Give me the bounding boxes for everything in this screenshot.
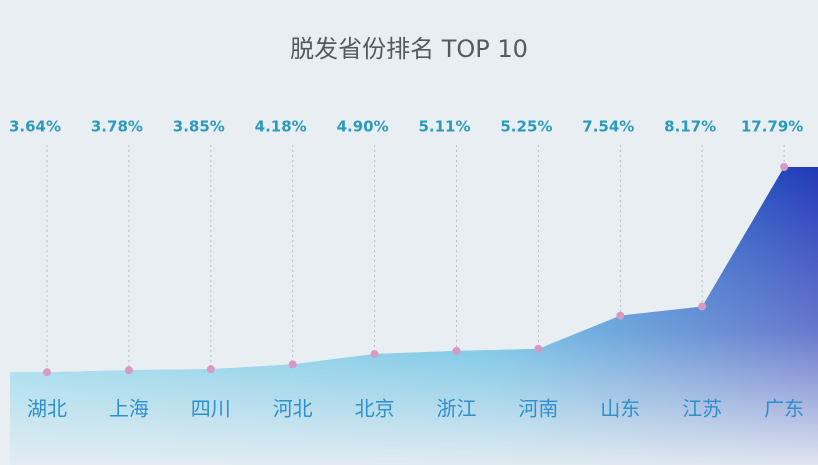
point bbox=[780, 163, 789, 171]
x-tick-label: 浙江 bbox=[437, 397, 477, 421]
point bbox=[370, 349, 379, 358]
value-label: 4.18% bbox=[255, 118, 307, 136]
x-tick-label: 江苏 bbox=[682, 397, 722, 421]
point bbox=[206, 365, 215, 374]
value-label: 17.79% bbox=[741, 118, 803, 136]
area-fade bbox=[10, 167, 818, 465]
point bbox=[534, 344, 543, 353]
value-label: 3.85% bbox=[173, 118, 225, 136]
point bbox=[616, 311, 625, 320]
x-tick-label: 河南 bbox=[518, 397, 558, 421]
point bbox=[124, 366, 133, 375]
chart-title: 脱发省份排名 TOP 10 bbox=[290, 35, 528, 63]
value-label: 7.54% bbox=[582, 118, 634, 136]
value-label: 3.64% bbox=[9, 118, 61, 136]
x-tick-label: 山东 bbox=[600, 397, 640, 421]
x-tick-label: 北京 bbox=[355, 397, 395, 421]
value-label: 8.17% bbox=[664, 118, 716, 136]
x-tick-label: 广东 bbox=[764, 397, 804, 421]
x-tick-label: 上海 bbox=[109, 397, 149, 421]
point bbox=[698, 302, 707, 311]
x-tick-label: 湖北 bbox=[27, 397, 67, 421]
value-label: 5.25% bbox=[500, 118, 552, 136]
value-label: 3.78% bbox=[91, 118, 143, 136]
value-label: 4.90% bbox=[337, 118, 389, 136]
point bbox=[43, 368, 51, 377]
point bbox=[452, 346, 461, 355]
value-label: 5.11% bbox=[418, 118, 470, 136]
x-tick-label: 河北 bbox=[273, 397, 313, 421]
x-tick-label: 四川 bbox=[191, 397, 231, 421]
point bbox=[288, 360, 297, 369]
